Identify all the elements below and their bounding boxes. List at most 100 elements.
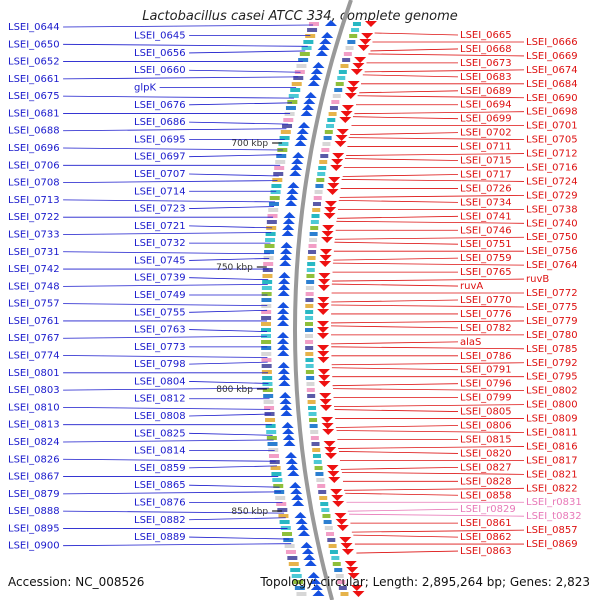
forward-gene-arrow xyxy=(346,567,359,573)
gene-label-right: LSEI_0741 xyxy=(460,211,512,222)
gene-label-left: LSEI_0681 xyxy=(8,108,60,119)
annotation-ring-block xyxy=(262,274,273,278)
annotation-ring-block xyxy=(296,64,307,68)
annotation-ring-block xyxy=(328,112,337,116)
gene-label-left: LSEI_0708 xyxy=(8,178,60,189)
annotation-ring-block xyxy=(305,304,314,308)
connector-left xyxy=(189,102,293,106)
label-layer: 700 kbp 750 kbp 800 kbp 850 kbp LSEI_0644 LSE… xyxy=(8,22,582,557)
gene-label-right: LSEI_0668 xyxy=(460,44,512,55)
connector-left xyxy=(189,432,273,436)
gene-label-left: LSEI_0888 xyxy=(8,506,60,517)
reverse-gene-arrow xyxy=(277,362,290,368)
annotation-ring-block xyxy=(316,478,325,482)
reverse-gene-arrow xyxy=(317,44,330,50)
annotation-ring-block xyxy=(265,418,276,422)
forward-gene-arrow xyxy=(318,381,331,387)
annotation-ring-block xyxy=(335,82,344,86)
gene-label-left: LSEI_0713 xyxy=(8,195,60,206)
annotation-ring-block xyxy=(310,220,319,224)
reverse-gene-arrow xyxy=(289,482,302,488)
gene-label-left: LSEI_0755 xyxy=(134,307,186,318)
reverse-gene-arrow xyxy=(283,212,296,218)
annotation-ring-block xyxy=(261,370,272,374)
connector-left xyxy=(189,206,275,209)
gene-label-right: LSEI_0809 xyxy=(526,414,578,425)
connector-left xyxy=(63,510,285,514)
connector-left xyxy=(63,283,268,287)
connector-right xyxy=(333,257,459,261)
annotation-ring-block xyxy=(342,58,351,62)
scale-label: 850 kbp xyxy=(231,507,268,517)
annotation-ring-block xyxy=(278,514,289,518)
connector-right xyxy=(342,174,459,177)
annotation-ring-block xyxy=(311,214,320,218)
annotation-ring-block xyxy=(326,532,335,536)
reverse-gene-arrow xyxy=(303,554,316,560)
reverse-gene-arrow xyxy=(290,164,303,170)
annotation-ring-block xyxy=(261,310,272,314)
reverse-gene-arrow xyxy=(294,512,307,518)
forward-gene-arrow xyxy=(319,261,332,267)
gene-label-right: LSEI_0786 xyxy=(460,351,512,362)
gene-label-left: LSEI_0761 xyxy=(8,316,60,327)
gene-label-right: LSEI_0799 xyxy=(460,393,512,404)
gene-label-right: LSEI_0862 xyxy=(460,532,512,543)
annotation-ring-block xyxy=(312,208,321,212)
annotation-ring-block xyxy=(262,268,273,272)
connector-right xyxy=(349,513,525,517)
annotation-ring-block xyxy=(261,292,272,296)
annotation-ring-block xyxy=(305,292,314,296)
reverse-gene-arrow xyxy=(284,200,297,206)
gene-label-right: LSEI_0828 xyxy=(460,476,512,487)
annotation-ring-block xyxy=(288,94,299,98)
reverse-gene-arrow xyxy=(304,560,317,566)
forward-gene-arrow xyxy=(330,489,343,495)
reverse-gene-arrow xyxy=(277,350,290,356)
annotation-ring-block xyxy=(268,454,279,458)
forward-gene-arrow xyxy=(317,303,330,309)
forward-gene-arrow xyxy=(317,369,330,375)
gene-label-left: LSEI_0826 xyxy=(8,454,60,465)
connector-left xyxy=(189,517,286,521)
connector-left xyxy=(189,381,269,384)
forward-gene-arrow xyxy=(317,327,329,333)
annotation-ring-block xyxy=(264,244,275,248)
reverse-gene-arrow xyxy=(279,254,292,260)
connector-right xyxy=(337,215,459,219)
annotation-ring-block xyxy=(278,142,289,146)
connector-right xyxy=(339,194,525,198)
topology-text: Topology: circular; Length: 2,895,264 bp… xyxy=(260,575,590,589)
connector-right xyxy=(340,466,459,470)
gene-label-left: LSEI_0676 xyxy=(134,100,186,111)
annotation-ring-block xyxy=(329,106,338,110)
gene-label-right: LSEI_0750 xyxy=(526,232,578,243)
connector-right xyxy=(336,430,525,433)
connector-left xyxy=(189,309,268,313)
annotation-ring-block xyxy=(313,196,322,200)
annotation-ring-block xyxy=(319,496,328,500)
annotation-ring-block xyxy=(285,550,296,554)
annotation-ring-block xyxy=(310,430,319,434)
reverse-gene-arrow xyxy=(304,92,317,98)
annotation-ring-block xyxy=(305,316,314,320)
connector-right xyxy=(338,199,459,203)
connector-right xyxy=(368,53,525,57)
reverse-gene-arrow xyxy=(278,380,291,386)
forward-gene-arrow xyxy=(319,393,332,399)
annotation-ring-block xyxy=(343,52,352,56)
forward-gene-arrow xyxy=(344,561,357,567)
reverse-gene-arrow xyxy=(277,314,290,320)
reverse-gene-arrow xyxy=(291,158,304,164)
forward-gene-arrow xyxy=(331,159,344,165)
annotation-ring-block xyxy=(265,232,276,236)
forward-gene-arrow xyxy=(335,135,348,141)
annotation-ring-block xyxy=(308,244,317,248)
connector-right xyxy=(344,158,459,161)
annotation-ring-block xyxy=(334,568,343,572)
connector-left xyxy=(63,439,274,443)
annotation-ring-block xyxy=(306,376,315,380)
forward-gene-arrow xyxy=(317,357,330,363)
gene-label-left: LSEI_0732 xyxy=(134,238,186,249)
gene-label-left: LSEI_0798 xyxy=(134,359,186,370)
